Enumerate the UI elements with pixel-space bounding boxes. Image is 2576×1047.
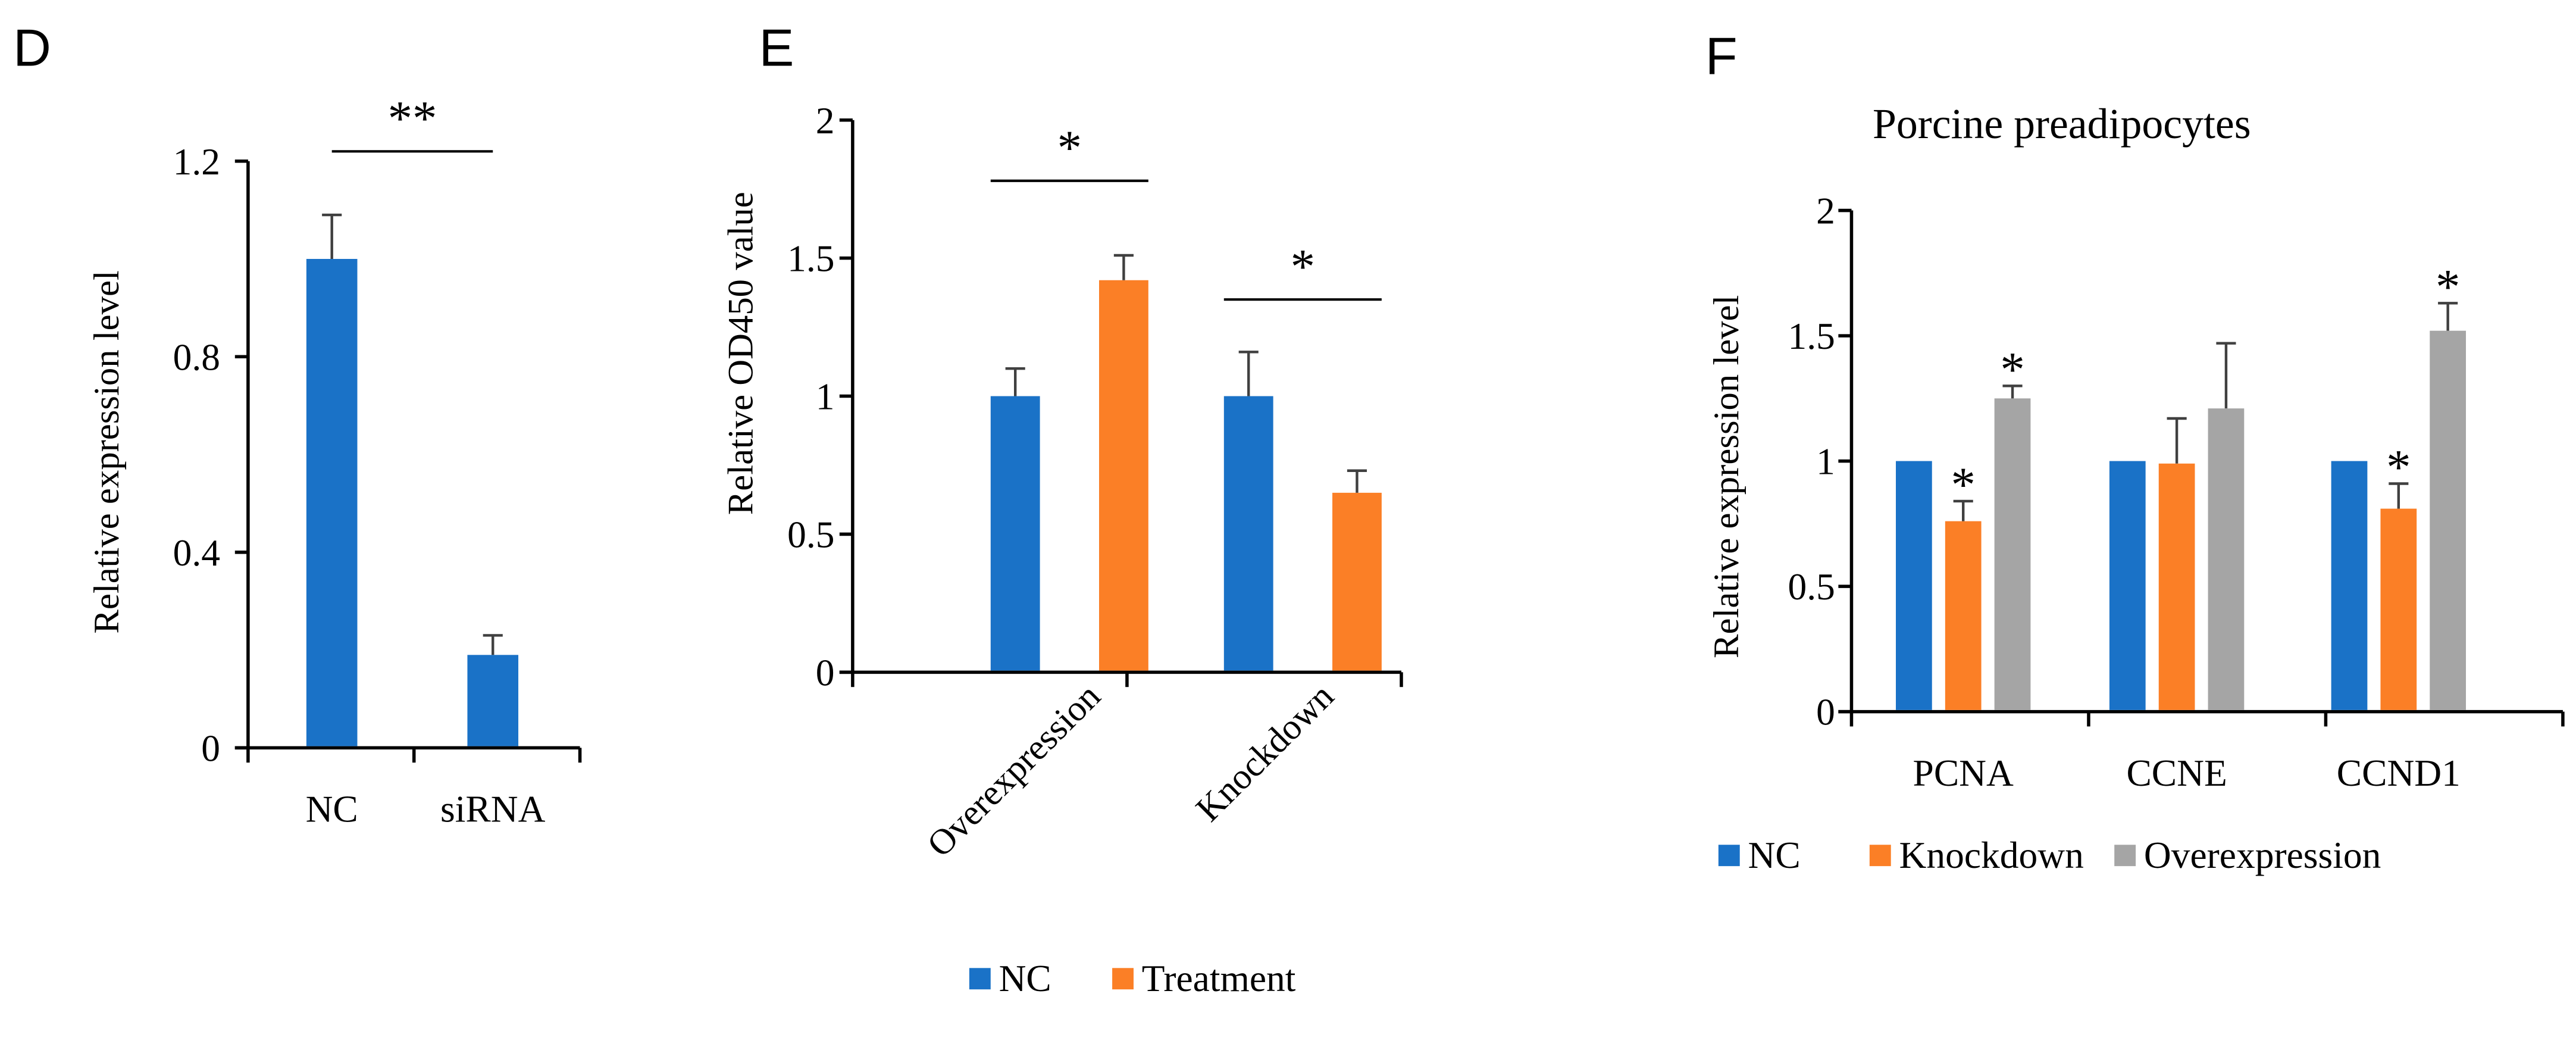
- legend-swatch: [1869, 845, 1891, 867]
- significance-marker: **: [388, 91, 437, 146]
- legend: NC Knockdown Overexpression: [1718, 834, 2381, 876]
- bar-overexpression-treatment: [1099, 280, 1148, 671]
- legend: NC Treatment: [969, 957, 1296, 999]
- chart-title: Porcine preadipocytes: [1873, 100, 2251, 148]
- x-tick-label: siRNA: [440, 788, 546, 830]
- y-tick-label: 1: [816, 376, 835, 418]
- y-tick-label: 2: [816, 99, 835, 142]
- bar-sirna: [467, 655, 519, 746]
- legend-swatch: [1718, 845, 1740, 867]
- panel-label: D: [13, 18, 51, 77]
- significance-marker: *: [2000, 342, 2024, 396]
- y-tick-label: 0.5: [787, 514, 834, 556]
- y-tick-label: 1: [1816, 440, 1835, 483]
- bar-knockdown-nc: [1223, 396, 1273, 671]
- bar-nc: [306, 259, 358, 746]
- y-tick-label: 1.2: [173, 140, 220, 183]
- bar-ccne-knockdown: [2158, 463, 2195, 710]
- significance-marker: *: [1951, 457, 1976, 512]
- panel-d: D Relative expression level 0 0.4 0.8 1.2 NC si…: [13, 18, 582, 830]
- x-tick-label: Knockdown: [1188, 676, 1341, 829]
- bar-ccne-nc: [2109, 461, 2146, 710]
- legend-label: Treatment: [1142, 957, 1296, 999]
- panel-label: F: [1705, 26, 1738, 85]
- x-tick-label: PCNA: [1913, 752, 2014, 794]
- bar-pcna-nc: [1896, 461, 1932, 710]
- legend-label: NC: [999, 957, 1051, 999]
- bar-pcna-knockdown: [1945, 521, 1982, 710]
- y-tick-label: 0.4: [173, 532, 220, 574]
- bar-ccne-overexpression: [2208, 408, 2245, 710]
- bar-knockdown-treatment: [1332, 492, 1382, 671]
- x-tick-label: NC: [306, 788, 358, 830]
- y-axis-label: Relative expression level: [1707, 295, 1746, 658]
- significance-marker: *: [1291, 239, 1315, 294]
- significance-marker: *: [2436, 259, 2460, 314]
- bar-pcna-overexpression: [1994, 398, 2031, 710]
- legend-swatch: [1112, 968, 1134, 990]
- panel-label: E: [759, 18, 794, 77]
- y-tick-label: 1.5: [787, 237, 834, 280]
- y-axis-label: Relative OD450 value: [721, 192, 760, 515]
- y-tick-label: 0: [201, 727, 220, 769]
- legend-swatch: [2114, 845, 2136, 867]
- y-axis-label: Relative expression level: [87, 270, 127, 633]
- x-tick-label: Overexpression: [920, 676, 1109, 865]
- significance-marker: *: [2386, 439, 2411, 494]
- x-tick-label: CCNE: [2126, 752, 2227, 794]
- bar-ccnd1-overexpression: [2430, 330, 2467, 710]
- y-tick-label: 0: [1816, 691, 1835, 733]
- y-tick-label: 0: [816, 651, 835, 693]
- x-tick-label: CCND1: [2337, 752, 2461, 794]
- panel-e: E Relative OD450 value 0 0.5 1 1.5 2 Overexpres…: [721, 18, 1403, 999]
- legend-swatch: [969, 968, 991, 990]
- y-tick-label: 2: [1816, 190, 1835, 232]
- significance-marker: *: [1057, 120, 1082, 175]
- bar-overexpression-nc: [990, 396, 1040, 671]
- legend-label: Knockdown: [1899, 834, 2084, 876]
- y-tick-label: 0.5: [1788, 565, 1835, 608]
- bar-ccnd1-knockdown: [2380, 508, 2417, 710]
- legend-label: Overexpression: [2144, 834, 2381, 876]
- y-tick-label: 0.8: [173, 336, 220, 378]
- legend-label: NC: [1748, 834, 1801, 876]
- panel-f: F Porcine preadipocytes Relative expressio…: [1705, 26, 2565, 876]
- y-tick-label: 1.5: [1788, 315, 1835, 357]
- bar-ccnd1-nc: [2331, 461, 2368, 710]
